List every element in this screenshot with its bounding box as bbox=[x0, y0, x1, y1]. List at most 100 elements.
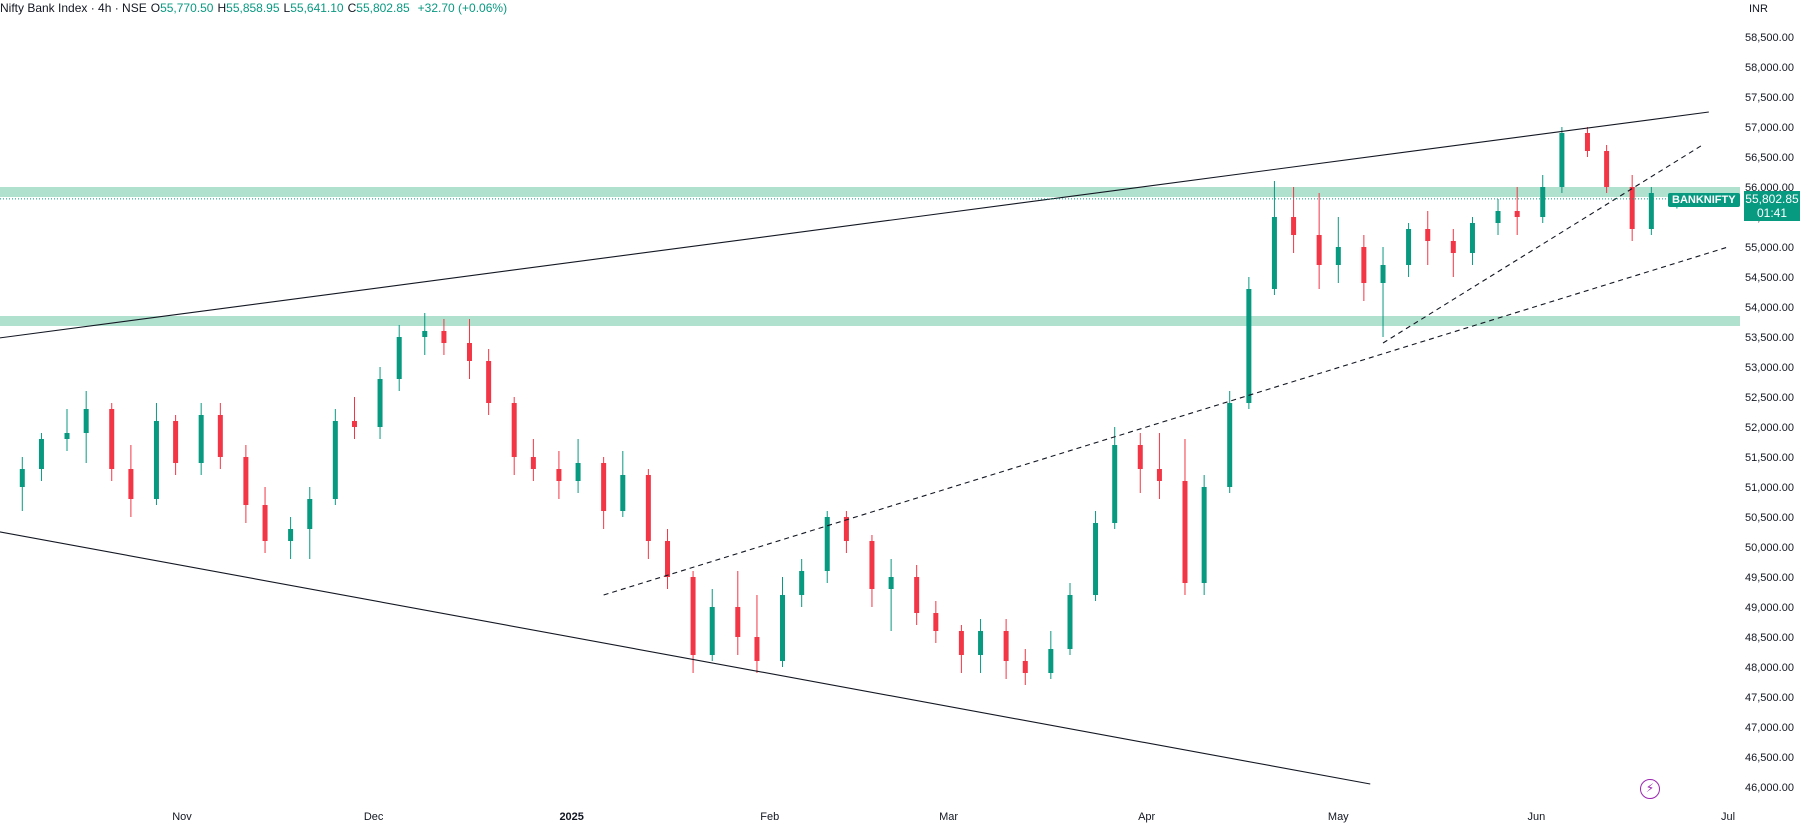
open-label: O bbox=[150, 1, 161, 15]
candle-body-53 bbox=[1182, 481, 1188, 583]
zone-band-1 bbox=[0, 316, 1740, 326]
y-tick-label-8: 54,500.00 bbox=[1745, 272, 1794, 284]
y-tick-label-7: 55,000.00 bbox=[1745, 242, 1794, 254]
y-tick-label-10: 53,500.00 bbox=[1745, 332, 1794, 344]
y-tick-label-14: 51,500.00 bbox=[1745, 452, 1794, 464]
high-value: 55,858.95 bbox=[226, 1, 280, 15]
candle-body-36 bbox=[799, 571, 805, 595]
x-tick-label-4: Mar bbox=[939, 811, 958, 823]
candle-body-22 bbox=[486, 361, 492, 403]
candle-body-60 bbox=[1335, 247, 1341, 265]
candle-body-32 bbox=[709, 607, 715, 655]
y-tick-label-22: 47,500.00 bbox=[1745, 692, 1794, 704]
candle-body-15 bbox=[332, 421, 338, 499]
candle-body-25 bbox=[556, 469, 562, 481]
candle-body-40 bbox=[888, 577, 894, 589]
support-resistance-zones bbox=[0, 187, 1740, 326]
candle-body-41 bbox=[914, 577, 920, 613]
candle-body-17 bbox=[377, 379, 383, 427]
high-label: H bbox=[217, 1, 227, 15]
candle-body-42 bbox=[933, 613, 939, 631]
lightning-icon[interactable]: ⚡ bbox=[1640, 779, 1660, 799]
y-tick-label-18: 49,500.00 bbox=[1745, 572, 1794, 584]
x-tick-label-8: Jul bbox=[1721, 811, 1735, 823]
y-tick-label-4: 56,500.00 bbox=[1745, 152, 1794, 164]
candle-body-56 bbox=[1246, 289, 1252, 403]
close-value: 55,802.85 bbox=[356, 1, 410, 15]
candle-body-55 bbox=[1227, 403, 1233, 487]
time-axis[interactable]: Nov Dec 2025 Feb Mar Apr May Jun Jul bbox=[172, 811, 1735, 823]
candle-body-47 bbox=[1048, 649, 1054, 673]
candle-body-58 bbox=[1291, 217, 1297, 235]
y-tick-label-13: 52,000.00 bbox=[1745, 422, 1794, 434]
candle-body-1 bbox=[19, 469, 25, 487]
candle-body-71 bbox=[1584, 133, 1590, 151]
y-tick-label-9: 54,000.00 bbox=[1745, 302, 1794, 314]
candle-body-68 bbox=[1514, 211, 1520, 217]
y-tick-label-25: 46,000.00 bbox=[1745, 782, 1794, 794]
y-tick-label-17: 50,000.00 bbox=[1745, 542, 1794, 554]
candle-body-44 bbox=[978, 631, 984, 655]
y-tick-label-15: 51,000.00 bbox=[1745, 482, 1794, 494]
candle-body-61 bbox=[1361, 247, 1367, 283]
candle-body-13 bbox=[288, 529, 294, 541]
y-tick-label-3: 57,000.00 bbox=[1745, 122, 1794, 134]
candle-body-46 bbox=[1022, 661, 1028, 673]
trendline-3 bbox=[1382, 144, 1703, 344]
currency-label[interactable]: INR bbox=[1749, 3, 1768, 15]
candle-body-59 bbox=[1316, 235, 1322, 265]
candle-body-63 bbox=[1406, 229, 1412, 265]
candle-body-18 bbox=[396, 337, 402, 379]
candle-body-14 bbox=[307, 499, 313, 529]
x-tick-label-2: 2025 bbox=[559, 811, 583, 823]
y-tick-label-20: 48,500.00 bbox=[1745, 632, 1794, 644]
y-tick-label-12: 52,500.00 bbox=[1745, 392, 1794, 404]
last-price-tag: 55,802.85 01:41 bbox=[1744, 191, 1800, 221]
candle-body-69 bbox=[1540, 187, 1546, 217]
y-tick-label-24: 46,500.00 bbox=[1745, 752, 1794, 764]
x-tick-label-1: Dec bbox=[364, 811, 384, 823]
y-tick-label-11: 53,000.00 bbox=[1745, 362, 1794, 374]
candle-body-49 bbox=[1093, 523, 1099, 595]
zone-band-0 bbox=[0, 187, 1740, 197]
candle-body-28 bbox=[620, 475, 626, 511]
candle-body-26 bbox=[575, 463, 581, 481]
y-tick-label-2: 57,500.00 bbox=[1745, 92, 1794, 104]
candle-body-39 bbox=[869, 541, 875, 589]
candle-body-66 bbox=[1469, 223, 1475, 253]
candle-body-45 bbox=[1003, 631, 1009, 661]
candle-body-35 bbox=[780, 595, 786, 661]
candle-body-7 bbox=[153, 421, 159, 499]
candle-body-27 bbox=[601, 463, 607, 511]
y-tick-label-21: 48,000.00 bbox=[1745, 662, 1794, 674]
close-label: C bbox=[347, 1, 357, 15]
x-tick-label-7: Jun bbox=[1527, 811, 1545, 823]
candle-body-16 bbox=[351, 421, 357, 427]
candle-body-57 bbox=[1271, 217, 1277, 289]
y-tick-label-23: 47,000.00 bbox=[1745, 722, 1794, 734]
symbol-price-tag: BANKNIFTY bbox=[1668, 193, 1740, 207]
candle-body-5 bbox=[109, 409, 115, 469]
candle-body-21 bbox=[466, 343, 472, 361]
symbol-title[interactable]: Nifty Bank Index · 4h · NSE bbox=[0, 1, 147, 15]
candle-body-30 bbox=[665, 541, 671, 577]
trendline-0 bbox=[0, 111, 1709, 339]
countdown-value: 01:41 bbox=[1756, 206, 1788, 220]
y-tick-label-0: 58,500.00 bbox=[1745, 32, 1794, 44]
candle-body-74 bbox=[1648, 193, 1654, 229]
candle-body-29 bbox=[645, 475, 651, 541]
candle-body-2 bbox=[38, 439, 44, 469]
last-price-value: 55,802.85 bbox=[1745, 192, 1799, 206]
open-value: 55,770.50 bbox=[160, 1, 214, 15]
candle-body-67 bbox=[1495, 211, 1501, 223]
x-tick-label-0: Nov bbox=[172, 811, 192, 823]
candle-body-9 bbox=[198, 415, 204, 463]
candle-body-8 bbox=[173, 421, 179, 463]
candle-body-23 bbox=[511, 403, 517, 457]
candle-body-3 bbox=[64, 433, 70, 439]
price-axis[interactable]: 58,500.00 58,000.00 57,500.00 57,000.00 56,5… bbox=[1745, 32, 1794, 794]
candle-body-4 bbox=[83, 409, 89, 433]
x-tick-label-6: May bbox=[1328, 811, 1349, 823]
candles-group bbox=[19, 127, 1680, 685]
